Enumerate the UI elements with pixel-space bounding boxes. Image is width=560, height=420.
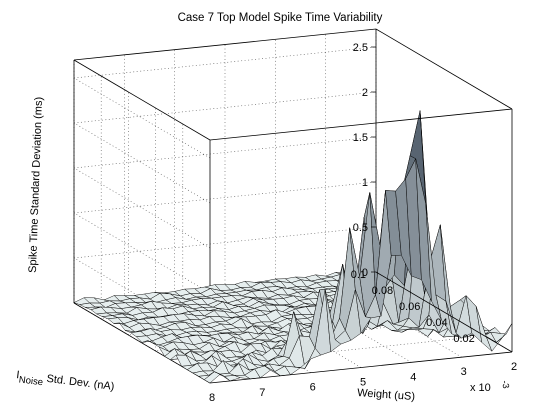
y-label-subscript: Noise	[18, 374, 43, 388]
z-tick-label: 1.5	[353, 132, 368, 144]
y-tick-label: 0.08	[372, 285, 393, 297]
box-edge	[375, 28, 513, 110]
back-wall-gridline	[73, 226, 377, 259]
z-axis-label: Spike Time Standard Deviation (ms)	[27, 97, 45, 273]
surface-mesh	[73, 110, 513, 384]
y-tick-label: 0.06	[399, 301, 420, 313]
surface-facet	[496, 323, 513, 343]
y-tick-labels: 0.1 0.08 0.06 0.04 0.02	[351, 269, 475, 345]
x-tick-label: 8	[209, 392, 215, 404]
side-wall-gridline	[73, 212, 211, 294]
y-label-units: Std. Dev. (nA)	[43, 372, 115, 393]
y-tick-label: 0.1	[351, 269, 366, 281]
y-tick-label: 0.02	[453, 333, 474, 345]
box-edge	[209, 351, 513, 384]
back-wall-gridline	[73, 181, 377, 214]
x-multiplier-base: x 10	[470, 382, 491, 394]
z-tick-label: 0	[362, 267, 368, 279]
side-wall-gridline	[73, 122, 211, 204]
x-tick-label: 3	[461, 366, 467, 378]
z-tick-label: 2.5	[353, 42, 368, 54]
x-tick-label: 2	[511, 361, 517, 373]
box-edge	[209, 108, 513, 141]
x-tick-label: 5	[360, 377, 366, 389]
y-label-symbol: I	[16, 369, 21, 381]
back-wall-gridline	[73, 91, 377, 124]
z-tick-label: 2	[362, 87, 368, 99]
x-tick-label: 4	[410, 371, 416, 383]
front-box-edges	[73, 28, 513, 384]
z-tick-label: 1	[362, 177, 368, 189]
x-tick-label: 6	[310, 382, 316, 394]
box-edge	[375, 271, 513, 353]
x-tick-labels: 8 7 6 5 4 3 2	[209, 361, 517, 404]
z-tick-label: 0.5	[353, 222, 368, 234]
back-wall-gridline	[73, 136, 377, 169]
side-wall-gridline	[73, 167, 211, 249]
z-tick-labels: 0 0.5 1 1.5 2 2.5	[353, 42, 376, 279]
chart-title: Case 7 Top Model Spike Time Variability	[178, 12, 383, 24]
x-axis-multiplier: x 10	[470, 382, 491, 394]
y-tick-label: 0.04	[426, 317, 447, 329]
back-wall-gridline	[73, 46, 377, 79]
y-axis-label: INoise Std. Dev. (nA)	[15, 369, 115, 397]
side-wall-gridline	[73, 77, 211, 159]
x-tick-label: 7	[259, 387, 265, 399]
box-edge	[73, 59, 211, 141]
x-axis-label: Weight (uS)	[357, 387, 416, 403]
x-multiplier-exponent: -3	[500, 380, 511, 390]
box-edge	[73, 28, 377, 61]
